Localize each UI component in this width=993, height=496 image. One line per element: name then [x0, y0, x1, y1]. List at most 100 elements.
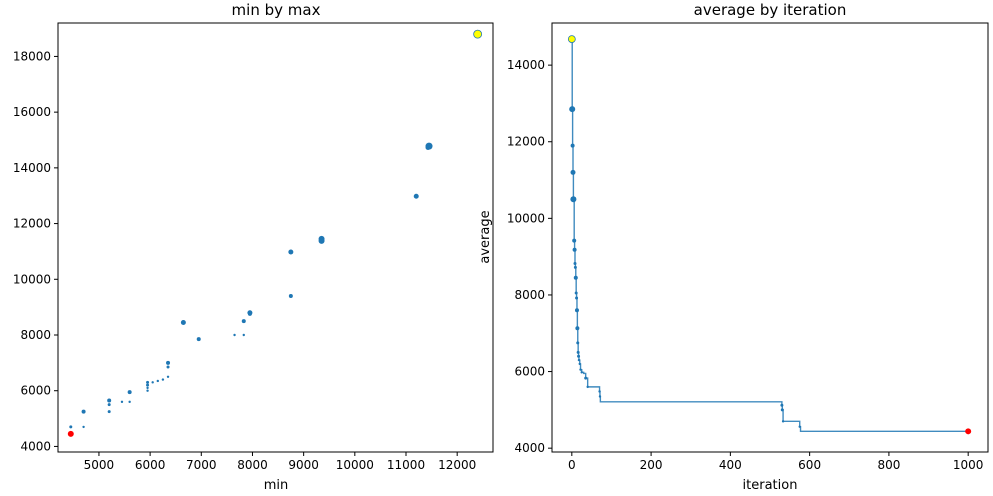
- data-point: [584, 376, 588, 380]
- start-point: [473, 29, 483, 39]
- data-point: [578, 362, 581, 366]
- x-tick-label: 400: [719, 458, 742, 472]
- y-tick-label: 8000: [20, 328, 51, 342]
- x-tick-label: 600: [798, 458, 821, 472]
- x-tick-label: 10000: [336, 458, 374, 472]
- data-point: [146, 380, 150, 384]
- data-point: [579, 368, 582, 371]
- x-tick-label: 5000: [84, 458, 115, 472]
- x-tick-label: 800: [877, 458, 900, 472]
- chart-average-by-iteration: average by iteration iteration average 0…: [478, 1, 989, 493]
- x-tick-label: 8000: [237, 458, 268, 472]
- y-tick-label: 4000: [20, 439, 51, 453]
- data-point: [413, 193, 419, 199]
- data-point: [82, 425, 85, 429]
- y-tick-label: 8000: [514, 288, 545, 302]
- data-point: [107, 398, 112, 403]
- x-tick-label: 7000: [186, 458, 217, 472]
- data-point: [81, 409, 86, 414]
- data-point: [166, 375, 170, 378]
- x-axis-label: min: [264, 478, 289, 492]
- data-point: [166, 365, 170, 369]
- data-point: [69, 425, 73, 429]
- start-point: [567, 35, 576, 43]
- data-point: [586, 385, 589, 389]
- data-point: [242, 333, 245, 337]
- x-tick-label: 6000: [135, 458, 166, 472]
- plot-frame: [57, 22, 494, 453]
- data-point: [575, 296, 579, 300]
- data-point: [577, 358, 581, 362]
- data-point: [598, 395, 602, 398]
- y-tick-label: 14000: [13, 161, 51, 175]
- y-tick-label: 16000: [13, 105, 51, 119]
- data-point: [166, 360, 171, 365]
- data-point: [780, 403, 784, 407]
- data-point: [196, 337, 201, 342]
- x-tick-label: 0: [568, 458, 576, 472]
- y-tick-label: 4000: [514, 441, 545, 455]
- data-point: [573, 275, 578, 280]
- data-point: [570, 169, 576, 175]
- data-point: [107, 403, 111, 407]
- data-point: [146, 383, 150, 387]
- y-tick-label: 12000: [13, 217, 51, 231]
- y-tick-label: 10000: [13, 272, 51, 286]
- data-point: [574, 291, 578, 295]
- data-point: [580, 371, 583, 374]
- data-point: [241, 319, 246, 324]
- data-point: [151, 381, 154, 384]
- data-point: [318, 237, 325, 244]
- y-tick-label: 14000: [507, 58, 545, 72]
- data-point: [233, 333, 236, 337]
- data-point: [573, 265, 577, 269]
- end-point: [965, 428, 972, 435]
- chart-min-by-max: min by max min 5000 6000 7000 8000 9000 10000…: [13, 1, 494, 493]
- y-tick-label: 6000: [514, 365, 545, 379]
- data-point: [146, 389, 149, 392]
- data-point: [156, 379, 159, 383]
- data-point: [570, 196, 577, 203]
- x-tick-label: 200: [640, 458, 663, 472]
- data-point: [781, 420, 785, 423]
- data-point: [577, 354, 581, 358]
- end-point: [67, 430, 74, 437]
- data-point: [180, 319, 186, 325]
- data-point: [575, 326, 580, 331]
- data-point: [247, 311, 252, 316]
- data-point: [128, 400, 131, 404]
- data-point: [161, 378, 165, 381]
- y-tick-label: 6000: [20, 384, 51, 398]
- data-point: [573, 262, 577, 266]
- chart-title: min by max: [232, 1, 321, 19]
- data-point: [576, 350, 580, 354]
- data-point: [570, 143, 575, 148]
- data-point: [572, 247, 577, 252]
- data-point: [569, 106, 576, 113]
- data-point: [120, 400, 124, 404]
- data-point: [572, 238, 577, 243]
- x-tick-label: 12000: [438, 458, 476, 472]
- chart-title: average by iteration: [694, 1, 847, 19]
- data-point: [107, 410, 111, 414]
- data-point: [598, 390, 601, 393]
- plot-area: 0 200 400 600 800 1000 4000 6000 8000 10000 12000 1…: [507, 22, 989, 472]
- y-tick-label: 10000: [507, 211, 545, 225]
- data-point: [146, 386, 149, 390]
- data-point: [425, 145, 431, 151]
- data-point: [127, 390, 132, 395]
- y-tick-label: 12000: [507, 135, 545, 149]
- data-point: [288, 294, 293, 298]
- plot-area: 5000 6000 7000 8000 9000 10000 11000 12000 4000 6…: [13, 22, 494, 472]
- data-point: [780, 408, 784, 412]
- data-point: [288, 249, 294, 255]
- x-tick-label: 11000: [387, 458, 425, 472]
- x-axis-label: iteration: [743, 478, 798, 492]
- x-tick-label: 9000: [288, 458, 319, 472]
- plot-frame: [551, 22, 989, 453]
- y-tick-label: 18000: [13, 49, 51, 63]
- data-point: [576, 341, 580, 345]
- x-tick-label: 1000: [953, 458, 984, 472]
